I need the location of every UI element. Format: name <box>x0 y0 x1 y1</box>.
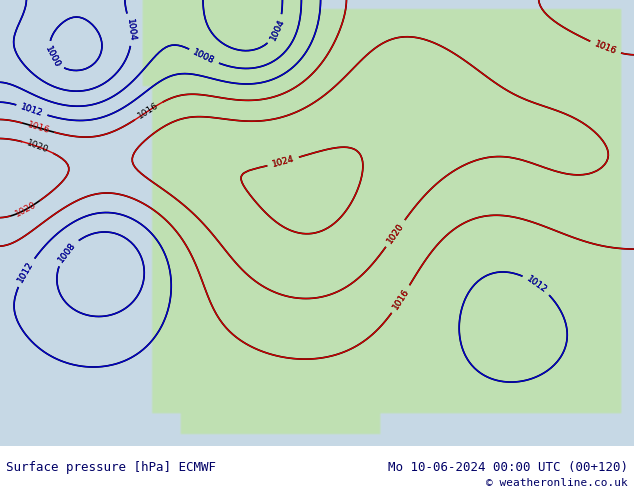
Text: 1008: 1008 <box>191 48 216 66</box>
Text: 1004: 1004 <box>125 18 136 42</box>
Text: 1012: 1012 <box>16 260 36 285</box>
Text: 1012: 1012 <box>16 260 36 285</box>
Text: 1016: 1016 <box>136 101 161 121</box>
Text: 1004: 1004 <box>125 18 136 42</box>
Text: 1020: 1020 <box>385 221 406 245</box>
Text: Mo 10-06-2024 00:00 UTC (00+120): Mo 10-06-2024 00:00 UTC (00+120) <box>387 462 628 474</box>
Text: 1016: 1016 <box>593 40 618 56</box>
Text: 1012: 1012 <box>525 274 548 294</box>
Text: 1004: 1004 <box>268 18 286 42</box>
Text: 1000: 1000 <box>43 45 61 69</box>
Text: 1000: 1000 <box>43 45 61 69</box>
Text: © weatheronline.co.uk: © weatheronline.co.uk <box>486 478 628 488</box>
Text: 1020: 1020 <box>385 221 406 245</box>
Text: 1008: 1008 <box>56 240 77 264</box>
Text: 1016: 1016 <box>391 287 411 311</box>
Text: 1020: 1020 <box>13 200 38 219</box>
Text: 1004: 1004 <box>268 18 286 42</box>
Text: 1008: 1008 <box>56 240 77 264</box>
Text: 1012: 1012 <box>20 102 44 118</box>
Text: 1012: 1012 <box>20 102 44 118</box>
Text: 1024: 1024 <box>271 154 295 169</box>
Text: Surface pressure [hPa] ECMWF: Surface pressure [hPa] ECMWF <box>6 462 216 474</box>
Text: 1016: 1016 <box>26 120 51 135</box>
Text: 1020: 1020 <box>25 139 50 155</box>
Text: 1016: 1016 <box>593 40 618 56</box>
Text: 1016: 1016 <box>391 287 411 311</box>
Text: 1024: 1024 <box>271 154 295 169</box>
Text: 1008: 1008 <box>191 48 216 66</box>
Text: 1012: 1012 <box>525 274 548 294</box>
